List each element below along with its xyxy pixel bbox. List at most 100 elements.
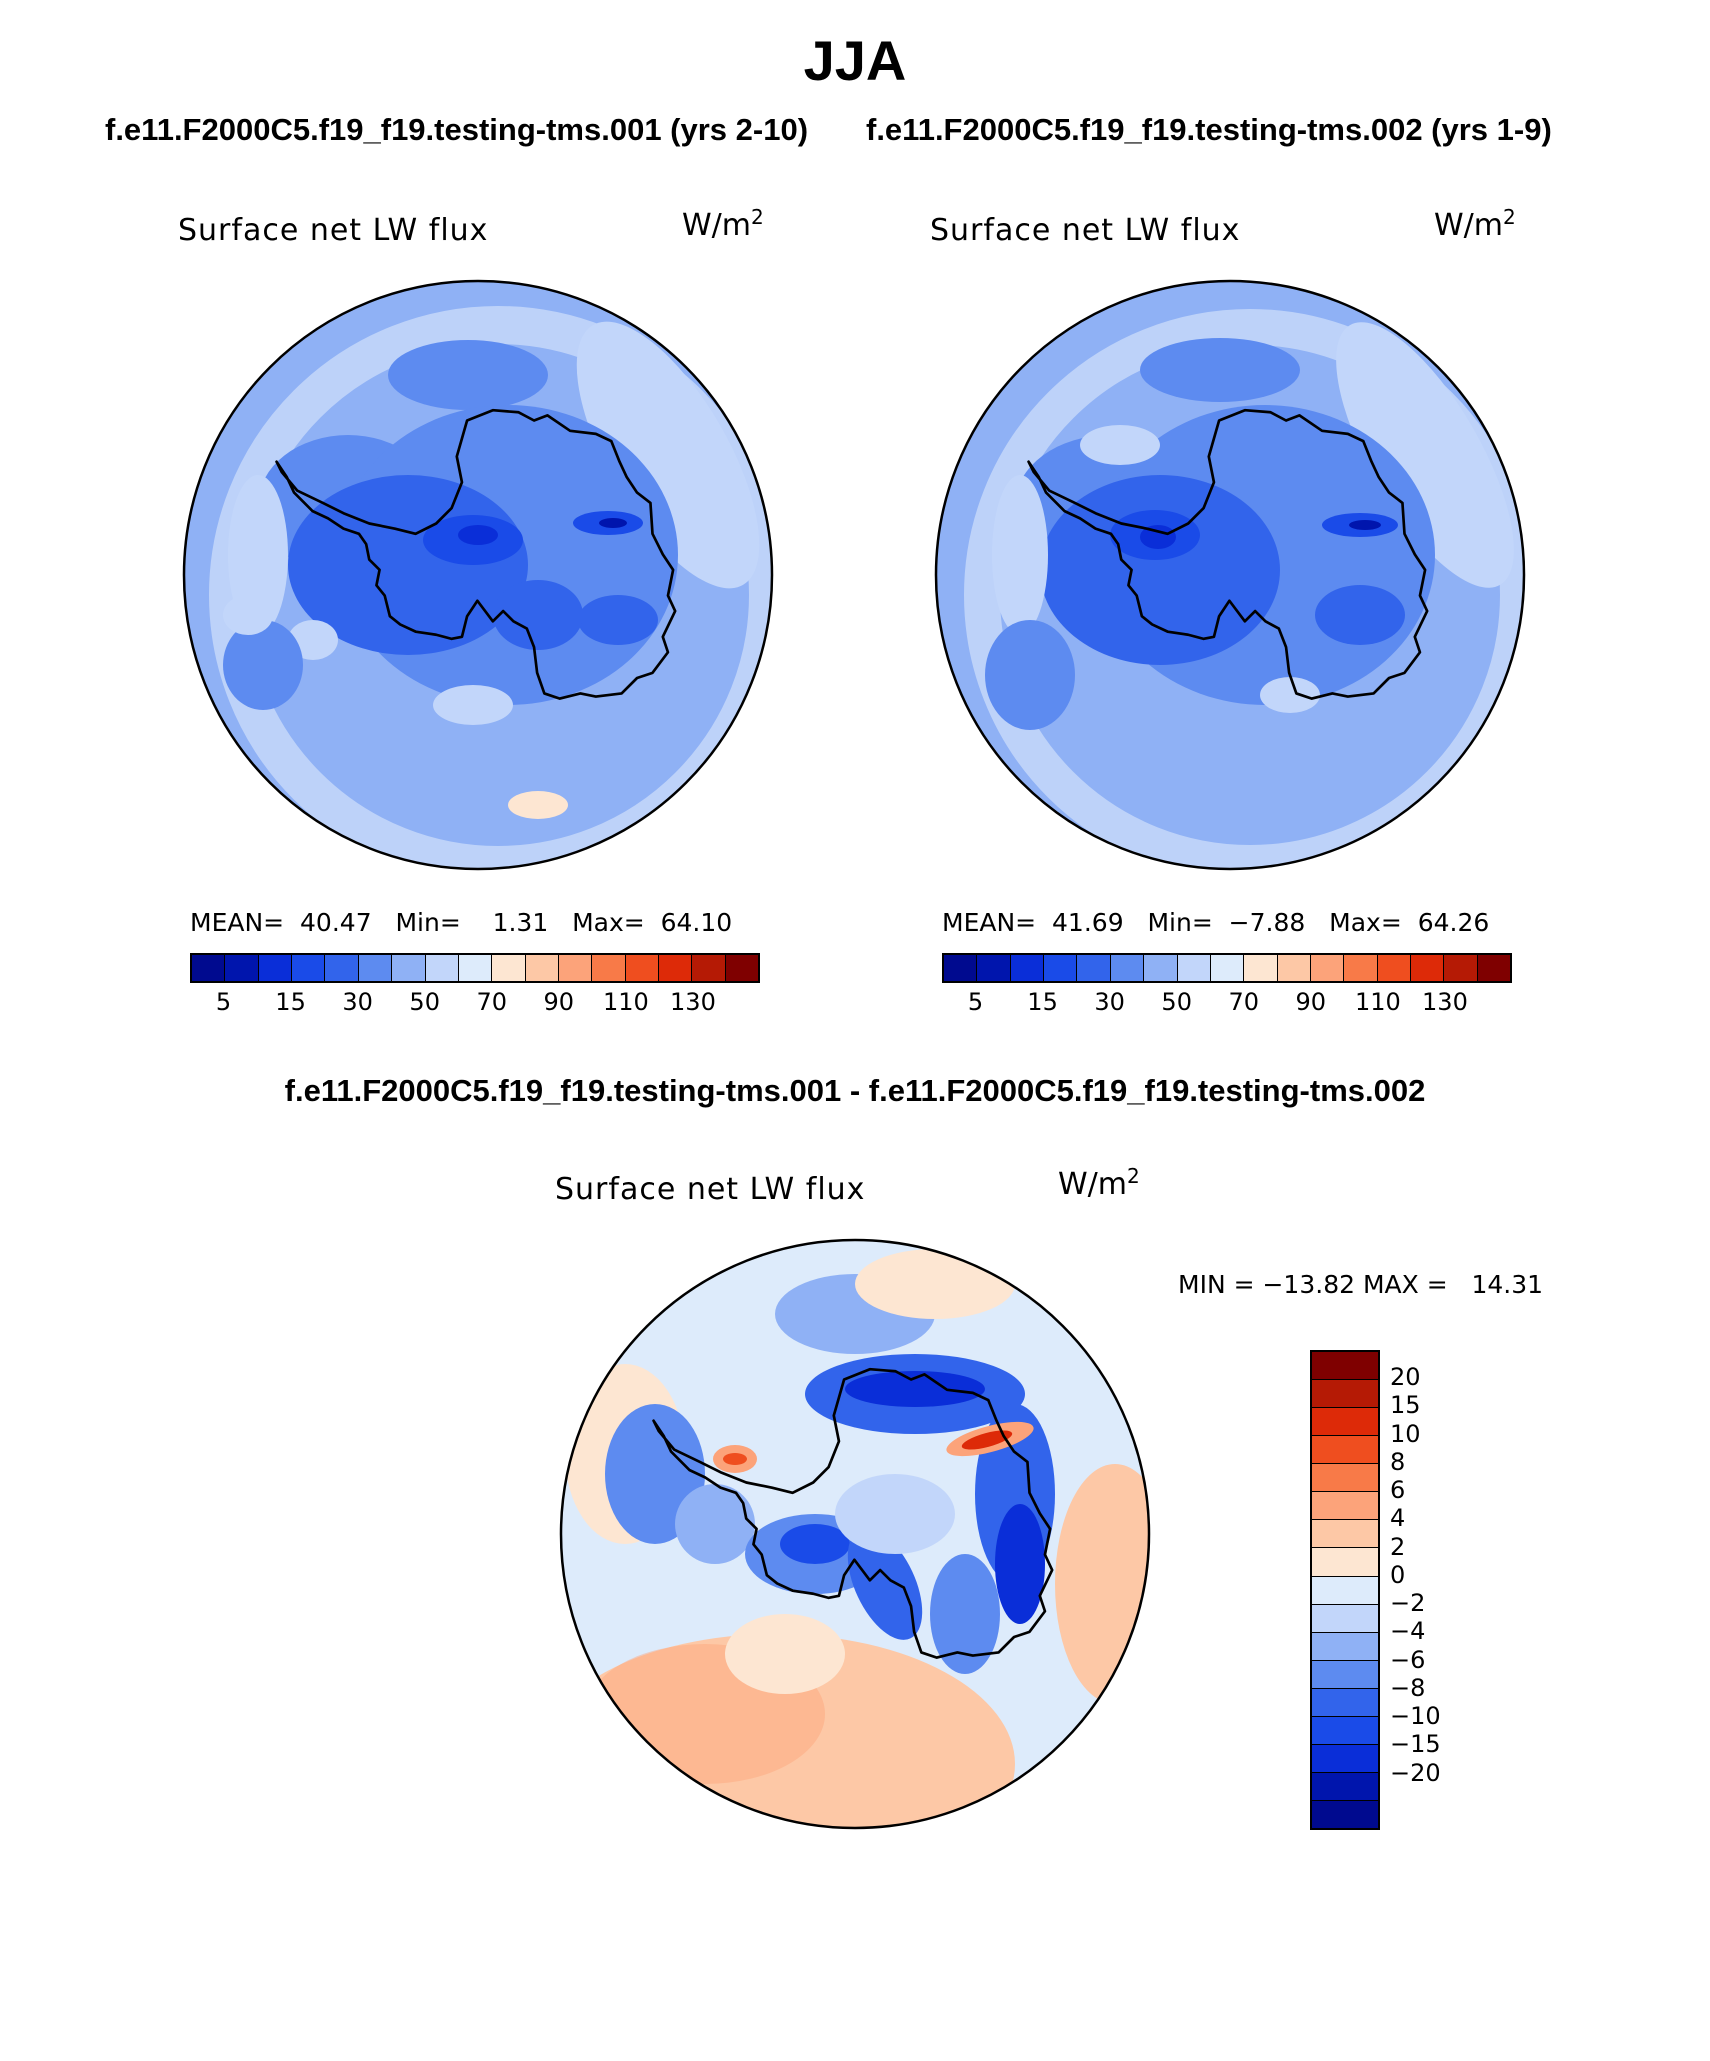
panel-left-case-title: f.e11.F2000C5.f19_f19.testing-tms.001 (y… [105,112,809,147]
diff-colorbar-swatch [1312,1576,1378,1605]
page-title: JJA [803,29,907,92]
panel-right-colorbar-swatch [1411,955,1445,981]
panel-right-mean-label: MEAN= [942,908,1037,937]
panel-left-mean-value: 40.47 [300,908,372,937]
panel-left-colorbar-swatch [592,955,626,981]
diff-colorbar-swatch [1312,1716,1378,1745]
panel-left-max-label: Max= [572,908,645,937]
diff-units: W/m2 [1058,1164,1140,1202]
panel-right-colorbar-swatch [1344,955,1378,981]
panel-right-case-title: f.e11.F2000C5.f19_f19.testing-tms.002 (y… [866,112,1552,147]
diff-map-svg [559,1238,1151,1830]
panel-right-colorbar-tick-label: 70 [1228,988,1260,1016]
diff-variable-label: Surface net LW flux [555,1172,866,1207]
diff-colorbar-tick-label: 2 [1390,1532,1406,1561]
diff-colorbar-tick-label: −8 [1390,1673,1426,1702]
panel-left-colorbar-tick-label: 110 [602,988,649,1016]
diff-colorbar-tick-label: −10 [1390,1702,1441,1731]
diff-title: f.e11.F2000C5.f19_f19.testing-tms.001 - … [284,1073,1426,1108]
panel-left-stats: MEAN= 40.47 Min= 1.31 Max= 64.10 [190,908,732,937]
panel-left-colorbar-swatch [325,955,359,981]
panel-left-variable-label: Surface net LW flux [178,213,489,248]
panel-right-colorbar-tick-label: 5 [967,988,984,1016]
panel-right-colorbar-tick-label: 50 [1161,988,1192,1016]
panel-left-colorbar-swatch [192,955,226,981]
panel-right-colorbar-swatch [1244,955,1278,981]
panel-right-colorbar-swatch [1110,955,1145,981]
panel-left-map [178,275,778,880]
diff-colorbar-tick-label: 4 [1390,1504,1406,1533]
panel-left-colorbar-swatch [558,955,593,981]
panel-right-colorbar [942,953,1512,983]
panel-left-colorbar-swatch [692,955,726,981]
diff-colorbar-tick-label: −4 [1390,1617,1426,1646]
diff-colorbar-swatch [1312,1520,1378,1549]
panel-left-colorbar [190,953,760,983]
panel-left-colorbar-swatch [358,955,393,981]
panel-left-colorbar-swatch [458,955,493,981]
diff-colorbar-swatch [1312,1744,1378,1773]
panel-left-colorbar-tick-label: 130 [670,988,716,1016]
panel-right-colorbar-ticks: 5 15 30 50 70 90 110 130 [942,988,1512,1018]
panel-right-colorbar-tick-label: 130 [1422,988,1468,1016]
diff-colorbar-swatch [1312,1492,1378,1521]
panel-left-colorbar-ticks: 5 15 30 50 70 90 110 130 [190,988,760,1018]
panel-right-colorbar-tick-label: 110 [1354,988,1401,1016]
panel-left-colorbar-swatch [725,955,759,981]
diff-colorbar-swatch [1312,1436,1378,1465]
diff-colorbar-swatch [1312,1632,1378,1661]
diff-map [555,1234,1155,1839]
diff-colorbar-swatch [1312,1772,1378,1801]
diff-colorbar-tick-label: 0 [1390,1560,1406,1589]
panel-right-colorbar-tick-label: 15 [1027,988,1058,1016]
panel-right-stats: MEAN= 41.69 Min= −7.88 Max= 64.26 [942,908,1489,937]
panel-left-colorbar-tick-label: 90 [543,988,575,1016]
diff-colorbar-swatch [1312,1352,1378,1381]
diff-colorbar-tick-label: 20 [1390,1363,1421,1392]
diff-colorbar-swatch [1312,1380,1378,1409]
panel-right-min-value: −7.88 [1228,908,1306,937]
diff-colorbar-swatch [1312,1801,1378,1829]
panel-right-colorbar-swatch [1177,955,1211,981]
panel-right-colorbar-swatch [1377,955,1412,981]
panel-left-colorbar-swatch [525,955,559,981]
panel-left-colorbar-swatch [492,955,526,981]
panel-right-min-label: Min= [1147,908,1213,937]
diff-colorbar-tick-label: 15 [1390,1391,1421,1420]
panel-right-colorbar-swatch [1144,955,1178,981]
panel-left-min-label: Min= [395,908,461,937]
panel-right-colorbar-swatch [1077,955,1111,981]
diff-colorbar-ticks: 20 15 10 8 6 4 2 0 −2 −4 −6 −8 −10 −15 −20 [1390,1350,1470,1830]
diff-colorbar-swatch [1312,1464,1378,1493]
panel-right-variable-label: Surface net LW flux [930,213,1241,248]
panel-left-colorbar-swatch [659,955,693,981]
panel-right-map-svg [934,279,1526,871]
panel-right-colorbar-tick-label: 30 [1094,988,1125,1016]
panel-right-mean-value: 41.69 [1052,908,1124,937]
diff-colorbar-tick-label: 6 [1390,1476,1406,1505]
panel-left-colorbar-swatch [258,955,293,981]
panel-right-colorbar-swatch [1044,955,1078,981]
diff-colorbar-tick-label: 10 [1390,1419,1421,1448]
panel-right-colorbar-swatch [977,955,1011,981]
diff-colorbar [1310,1350,1380,1830]
panel-left-colorbar-swatch [392,955,426,981]
diff-colorbar-swatch [1312,1604,1378,1633]
panel-left-max-value: 64.10 [660,908,733,937]
panel-right-colorbar-swatch [1310,955,1345,981]
panel-left-colorbar-tick-label: 50 [409,988,440,1016]
panel-left-units: W/m2 [682,205,764,243]
panel-right-colorbar-swatch [1477,955,1511,981]
panel-left-colorbar-tick-label: 5 [215,988,232,1016]
panel-right-max-label: Max= [1329,908,1402,937]
panel-right-units: W/m2 [1434,205,1516,243]
panel-left-colorbar-swatch [425,955,459,981]
panel-left-colorbar-swatch [625,955,660,981]
panel-right-colorbar-tick-label: 90 [1295,988,1327,1016]
panel-left-colorbar-swatch [292,955,326,981]
diff-colorbar-swatch [1312,1688,1378,1717]
panel-right-map [930,275,1530,880]
panel-left-colorbar-tick-label: 15 [275,988,306,1016]
panel-left-colorbar-tick-label: 30 [342,988,373,1016]
diff-colorbar-swatch [1312,1660,1378,1689]
